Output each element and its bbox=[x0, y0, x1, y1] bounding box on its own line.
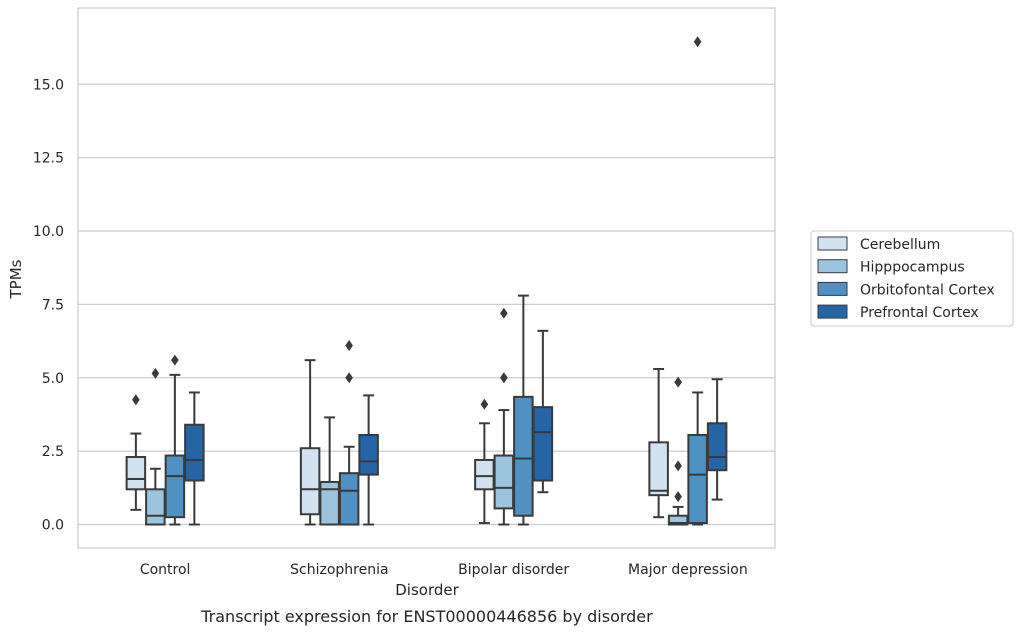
outlier-point bbox=[674, 491, 682, 503]
box-iqr bbox=[338, 472, 360, 526]
legend-frame bbox=[810, 230, 1014, 327]
box-iqr bbox=[474, 458, 495, 491]
box-orbitofontal-cortex bbox=[687, 36, 708, 526]
legend-swatch bbox=[817, 236, 848, 251]
box-iqr bbox=[706, 422, 728, 472]
box-iqr bbox=[164, 454, 186, 519]
outlier-point bbox=[151, 367, 160, 379]
legend-label: Orbitofontal Cortex bbox=[860, 282, 995, 298]
y-tick-label: 2.5 bbox=[42, 444, 64, 460]
legend: Cerebellum Hipppocampus Orbitofontal Corte… bbox=[810, 230, 1014, 327]
x-tick-label: Control bbox=[140, 562, 191, 578]
y-axis-ticks: 0.0 2.5 5.0 7.5 10.0 12.5 15.0 bbox=[33, 77, 64, 533]
box-prefrontal-cortex bbox=[358, 394, 379, 526]
outlier-point bbox=[345, 340, 353, 351]
y-axis-label: TPMs bbox=[7, 259, 25, 299]
outlier-point bbox=[171, 354, 179, 366]
box-cerebellum bbox=[299, 359, 321, 526]
box-iqr bbox=[184, 423, 205, 482]
box-iqr bbox=[299, 447, 321, 516]
outlier-point bbox=[480, 398, 489, 410]
y-tick-label: 7.5 bbox=[42, 297, 64, 313]
box-cerebellum bbox=[648, 367, 669, 519]
x-tick-label: Major depression bbox=[628, 562, 748, 578]
outlier-point bbox=[500, 307, 508, 319]
box-hipppocampus bbox=[145, 367, 166, 526]
legend-swatch bbox=[817, 281, 848, 296]
legend-label: Cerebellum bbox=[860, 237, 940, 253]
box-orbitofontal-cortex bbox=[513, 294, 534, 526]
box-prefrontal-cortex bbox=[184, 391, 205, 526]
outlier-point bbox=[132, 394, 140, 406]
box-prefrontal-cortex bbox=[532, 329, 554, 494]
plot-frame bbox=[77, 7, 776, 549]
y-tick-label: 12.5 bbox=[33, 151, 64, 167]
legend-label: Hipppocampus bbox=[860, 260, 965, 276]
box-orbitofontal-cortex bbox=[338, 340, 360, 526]
x-tick-label: Schizophrenia bbox=[290, 562, 388, 578]
outlier-point bbox=[345, 372, 353, 384]
box-iqr bbox=[125, 456, 147, 491]
box-iqr bbox=[532, 406, 554, 482]
outlier-point bbox=[674, 376, 682, 388]
legend-swatch bbox=[817, 259, 848, 274]
box-iqr bbox=[145, 488, 166, 526]
x-tick-label: Bipolar disorder bbox=[458, 562, 569, 578]
box-cerebellum bbox=[125, 394, 147, 511]
y-tick-label: 0.0 bbox=[42, 518, 64, 534]
box-hipppocampus bbox=[319, 416, 340, 526]
box-groups bbox=[125, 36, 728, 526]
box-orbitofontal-cortex bbox=[164, 354, 186, 526]
box-iqr bbox=[493, 454, 515, 510]
box-hipppocampus bbox=[493, 307, 515, 526]
box-iqr bbox=[513, 395, 534, 517]
x-axis-label: Disorder bbox=[395, 581, 459, 599]
legend-swatch bbox=[817, 304, 848, 319]
outlier-point bbox=[674, 460, 682, 472]
box-iqr bbox=[687, 434, 708, 525]
x-axis-ticks: Control Schizophrenia Bipolar disorder Majo… bbox=[140, 562, 748, 578]
outlier-point bbox=[500, 372, 508, 384]
box-prefrontal-cortex bbox=[706, 378, 728, 501]
y-tick-label: 10.0 bbox=[33, 224, 64, 240]
y-tick-label: 15.0 bbox=[33, 77, 64, 93]
box-iqr bbox=[358, 434, 379, 476]
y-tick-label: 5.0 bbox=[42, 371, 64, 387]
outlier-point bbox=[693, 36, 702, 48]
box-iqr bbox=[648, 441, 669, 497]
figure-caption: Transcript expression for ENST0000044685… bbox=[200, 607, 653, 626]
box-cerebellum bbox=[474, 398, 495, 525]
legend-label: Prefrontal Cortex bbox=[860, 305, 979, 321]
